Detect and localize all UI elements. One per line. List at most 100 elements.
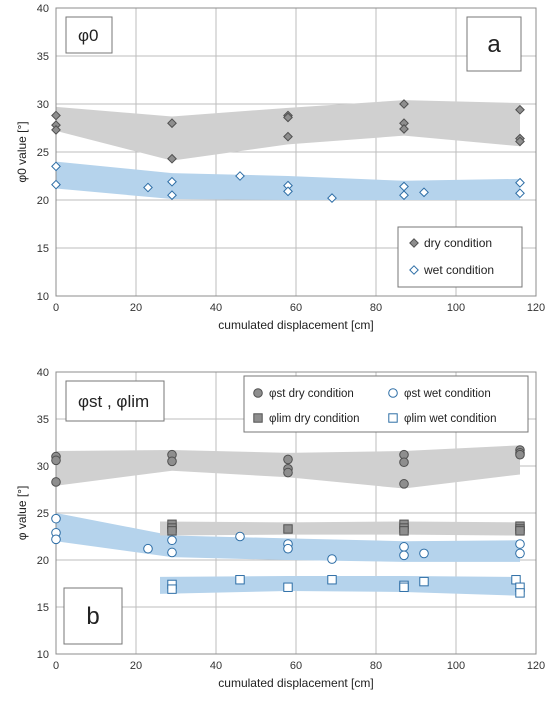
data-point-diamond (515, 177, 525, 188)
data-point-circle (327, 554, 337, 564)
data-point-diamond (283, 131, 293, 142)
data-point-diamond (143, 182, 153, 193)
data-point-diamond (167, 190, 177, 201)
data-point-circle (515, 449, 525, 460)
panel-letter-box (63, 587, 123, 645)
legend-marker-circle (388, 388, 398, 398)
x-axis-label: cumulated displacement [cm] (218, 676, 373, 690)
data-point-circle (399, 542, 409, 552)
y-tick-label: 15 (37, 602, 49, 614)
title-box (65, 16, 113, 54)
range-band-blue (160, 575, 520, 596)
legend-marker-wet (409, 265, 419, 275)
y-tick-label: 35 (37, 51, 49, 63)
data-point-circle (419, 548, 429, 559)
data-point-diamond (167, 153, 177, 164)
data-point-circle (51, 455, 61, 466)
x-tick-label: 120 (527, 302, 545, 314)
data-point-diamond (51, 179, 61, 190)
data-point-circle (283, 467, 293, 478)
legend-label: φlim dry condition (269, 413, 360, 425)
chart-panel-b: 0 20 40 60 80 100 120 10 15 20 25 30 35 40 cumulated d… (15, 367, 545, 690)
data-point-circle (283, 454, 293, 465)
data-point-diamond (51, 125, 61, 135)
data-point-square (399, 526, 409, 536)
data-point-square (283, 582, 293, 592)
data-point-circle (235, 531, 245, 542)
y-tick-label: 30 (37, 99, 49, 111)
data-point-diamond (283, 112, 293, 123)
x-tick-label: 100 (447, 660, 465, 672)
range-band-gray (160, 521, 520, 536)
data-point-circle (167, 535, 177, 546)
data-point-square (515, 588, 525, 598)
x-axis-label: cumulated displacement [cm] (218, 318, 373, 332)
data-point-circle (399, 479, 409, 489)
legend-marker-dry (409, 238, 419, 248)
x-tick-label: 60 (290, 660, 302, 672)
panel-title: φst , φlim (78, 392, 149, 411)
chart-panel-a: 0 20 40 60 80 100 120 10 15 20 25 30 35 40 cumulated d… (15, 3, 545, 332)
y-tick-label: 30 (37, 461, 49, 473)
data-point-circle (515, 548, 525, 559)
panel-letter: a (487, 31, 501, 58)
data-point-circle (283, 543, 293, 554)
y-tick-label: 35 (37, 414, 49, 426)
y-axis-label: φ0 value [°] (15, 121, 29, 182)
data-point-diamond (515, 104, 525, 115)
data-point-circle (51, 534, 61, 545)
x-tick-label: 20 (130, 660, 142, 672)
data-point-diamond (399, 99, 409, 109)
data-point-diamond (399, 190, 409, 201)
panel-letter: b (86, 603, 99, 630)
plot-frame (55, 7, 537, 297)
data-point-circle (515, 539, 525, 549)
y-tick-label: 40 (37, 3, 49, 15)
legend-box (397, 226, 523, 288)
data-point-square (235, 575, 245, 585)
x-tick-label: 80 (370, 660, 382, 672)
data-point-diamond (419, 187, 429, 198)
legend-label: φst dry condition (269, 388, 354, 400)
y-tick-label: 25 (37, 147, 49, 159)
x-tick-label: 40 (210, 660, 222, 672)
data-point-diamond (283, 186, 293, 197)
data-point-square (327, 575, 337, 585)
data-point-diamond (515, 188, 525, 199)
y-tick-label: 20 (37, 195, 49, 207)
legend-box (243, 375, 529, 433)
data-point-circle (167, 456, 177, 467)
y-tick-label: 10 (37, 291, 49, 303)
data-point-square (167, 584, 177, 594)
data-point-circle (143, 543, 153, 554)
y-tick-label: 15 (37, 243, 49, 255)
data-point-circle (399, 550, 409, 561)
data-point-diamond (51, 110, 61, 121)
data-point-square (399, 582, 409, 592)
y-axis-label: φ value [°] (15, 486, 29, 541)
data-point-circle (51, 477, 61, 487)
data-point-square (167, 526, 177, 536)
data-point-diamond (167, 118, 177, 129)
x-tick-label: 100 (447, 302, 465, 314)
x-tick-label: 60 (290, 302, 302, 314)
legend-label-wet: wet condition (423, 263, 494, 277)
data-point-diamond (327, 193, 337, 203)
data-point-square (283, 524, 293, 534)
legend-label-dry: dry condition (424, 236, 492, 250)
panel-letter-box (466, 16, 522, 72)
legend-marker-square (388, 413, 398, 423)
data-point-square (515, 526, 525, 536)
data-point-diamond (515, 136, 525, 147)
x-tick-label: 0 (53, 302, 59, 314)
y-tick-label: 20 (37, 555, 49, 567)
data-point-diamond (167, 176, 177, 187)
plot-frame (55, 371, 537, 655)
data-point-circle (51, 513, 61, 524)
y-tick-label: 25 (37, 508, 49, 520)
x-tick-label: 20 (130, 302, 142, 314)
panel-title: φ0 (78, 26, 98, 45)
data-point-diamond (51, 161, 61, 172)
y-tick-label: 40 (37, 367, 49, 379)
legend-marker-square (253, 413, 263, 423)
